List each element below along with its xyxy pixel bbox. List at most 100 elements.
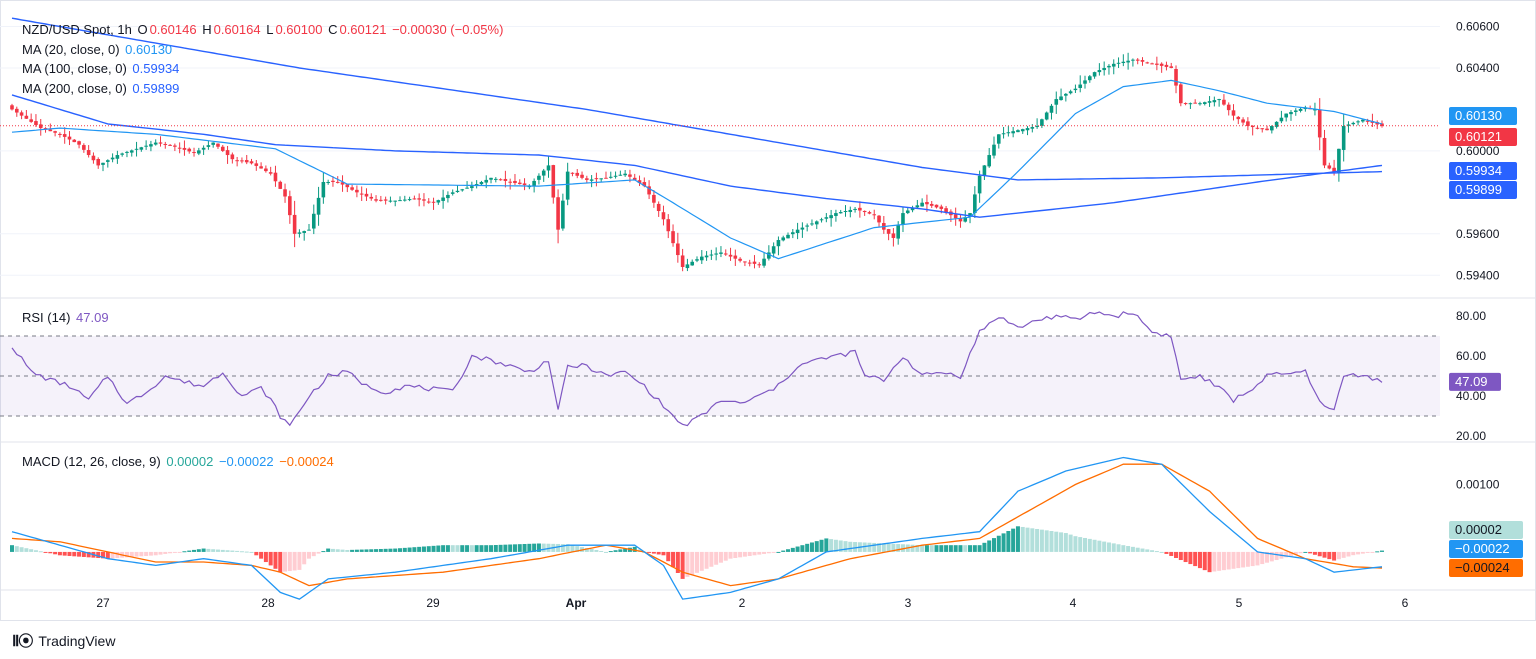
candle-body (383, 199, 388, 201)
candle-body (398, 200, 402, 202)
time-tick-label: 5 (1236, 596, 1243, 610)
candle-body (958, 218, 963, 222)
candle-body (987, 155, 992, 167)
macd-hist-bar (43, 551, 48, 553)
tradingview-branding[interactable]: Ⅱ⦿ TradingView (12, 630, 115, 651)
macd-value-tag-1 (1449, 540, 1523, 558)
legend-rsi[interactable]: RSI (14) 47.09 (22, 310, 111, 325)
candle-body (594, 178, 599, 180)
macd-hist-bar (1135, 547, 1140, 552)
macd-hist-bar (1020, 526, 1025, 552)
candle-body (412, 198, 417, 200)
legend-ma20[interactable]: MA (20, close, 0) 0.60130 (22, 42, 174, 57)
legend-symbol[interactable]: NZD/USD Spot, 1h (22, 22, 132, 37)
candle-body (14, 108, 19, 113)
candle-body (771, 246, 776, 254)
candle-body (1327, 165, 1332, 169)
candle-body (278, 181, 283, 189)
candle-body (690, 261, 695, 266)
macd-hist-bar (781, 550, 786, 552)
candle-body (1073, 88, 1078, 91)
macd-hist-bar (292, 551, 297, 571)
macd-hist-bar (14, 546, 19, 552)
macd-hist-bar (1255, 551, 1260, 566)
macd-hist-bar (1159, 551, 1164, 553)
legend-ma100[interactable]: MA (100, close, 0) 0.59934 (22, 61, 181, 76)
legend-ma200[interactable]: MA (200, close, 0) 0.59899 (22, 81, 181, 96)
rsi-value-tag-label: 47.09 (1455, 374, 1488, 389)
macd-hist-bar (608, 551, 613, 553)
legend-low-key: L (266, 22, 274, 37)
legend-macd[interactable]: MACD (12, 26, close, 9) 0.00002 −0.00022… (22, 454, 336, 469)
macd-hist-bar (512, 544, 517, 552)
candle-body (460, 189, 465, 191)
macd-hist-bar (278, 551, 283, 573)
candle-body (1317, 109, 1322, 138)
time-tick-label: 6 (1402, 596, 1409, 610)
macd-hist-bar (541, 543, 546, 552)
candle-body (1183, 103, 1188, 105)
macd-hist-bar (599, 550, 604, 552)
candle-body (436, 200, 441, 203)
macd-hist-bar (153, 551, 158, 556)
candle-body (34, 121, 38, 125)
candle-body (905, 210, 910, 214)
macd-hist-bar (1336, 551, 1341, 560)
candle-body (498, 179, 503, 181)
candle-body (149, 144, 153, 147)
macd-hist-bar (1298, 551, 1303, 554)
candle-body (513, 180, 517, 184)
candle-body (623, 173, 627, 176)
macd-hist-bar (1380, 550, 1384, 552)
price-tick-label: 0.60600 (1456, 20, 1500, 34)
candle-body (82, 145, 86, 150)
candle-body (340, 182, 345, 185)
macd-hist-bar (57, 551, 62, 556)
macd-hist-bar (105, 551, 110, 559)
candle-body (197, 150, 201, 154)
candle-body (968, 213, 972, 217)
macd-hist-bar (225, 550, 230, 552)
candle-body (1059, 96, 1063, 101)
candle-body (1030, 127, 1035, 129)
candle-body (1346, 124, 1351, 126)
macd-hist-bar (766, 551, 771, 554)
candle-body (48, 129, 53, 132)
macd-hist-bar (886, 543, 891, 552)
macd-hist-bar (1030, 528, 1035, 552)
time-tick-label: 4 (1070, 596, 1077, 610)
legend-ma200-value: 0.59899 (132, 81, 180, 96)
candle-body (1207, 101, 1212, 103)
macd-hist-bar (1183, 551, 1188, 563)
candle-body (977, 175, 982, 194)
candle-body (316, 197, 321, 215)
candle-body (805, 225, 809, 227)
candle-body (585, 178, 589, 180)
candle-body (388, 200, 393, 202)
macd-hist-bar (977, 545, 982, 552)
candle-body (589, 179, 594, 181)
candle-body (77, 141, 81, 145)
candle-body (311, 213, 316, 229)
candle-body (628, 174, 632, 177)
candle-body (723, 253, 728, 255)
macd-hist-bar (493, 545, 498, 552)
candle-body (379, 199, 383, 201)
candle-body (814, 221, 819, 225)
macd-hist-bar (968, 545, 973, 552)
macd-hist-bar (900, 544, 905, 552)
macd-value-tag-label-2: −0.00024 (1455, 560, 1510, 575)
candle-body (1231, 110, 1236, 116)
macd-hist-bar (455, 545, 460, 552)
macd-hist-bar (1059, 532, 1064, 552)
candle-body (302, 231, 307, 233)
macd-hist-bar (172, 551, 177, 553)
candle-body (843, 211, 848, 213)
rsi-tick-label: 80.00 (1456, 309, 1486, 323)
macd-hist-bar (101, 551, 106, 559)
candle-body (1001, 133, 1006, 135)
candle-body (106, 160, 110, 162)
main-legend: NZD/USD Spot, 1h O 0.60146 H 0.60164 L 0.60… (22, 22, 505, 37)
macd-hist-bar (1250, 551, 1255, 567)
candle-body (244, 160, 249, 163)
